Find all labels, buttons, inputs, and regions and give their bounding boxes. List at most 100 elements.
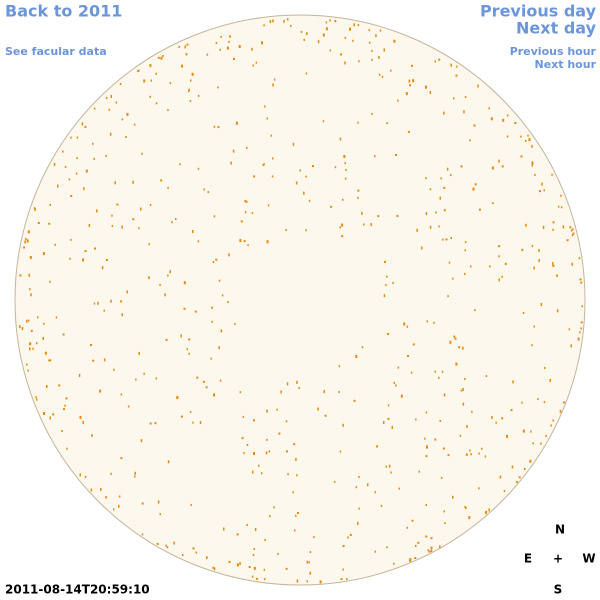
facula <box>188 88 190 91</box>
previous-hour-link[interactable]: Previous hour <box>510 45 597 58</box>
facula <box>444 522 446 525</box>
facula <box>353 399 356 402</box>
facula <box>406 325 409 328</box>
facula <box>263 24 265 27</box>
facula <box>19 325 21 329</box>
facula <box>155 377 158 380</box>
facula <box>218 279 221 282</box>
next-hour-link[interactable]: Next hour <box>535 58 597 71</box>
facula <box>223 527 225 531</box>
facula <box>464 96 467 98</box>
facula <box>323 390 325 394</box>
facula <box>438 376 440 379</box>
facula <box>531 164 533 167</box>
facula <box>141 502 144 505</box>
facula <box>192 547 195 550</box>
facula <box>285 567 288 570</box>
previous-day-link[interactable]: Previous day <box>480 2 597 21</box>
facula <box>448 261 451 264</box>
facula <box>261 472 263 475</box>
facula <box>452 277 454 280</box>
facula <box>266 409 268 413</box>
facula <box>113 368 115 371</box>
facula <box>100 487 102 491</box>
facula <box>234 322 236 325</box>
facula <box>397 99 399 102</box>
compass-east: E <box>524 552 532 566</box>
facula <box>418 470 420 473</box>
facula <box>539 190 541 193</box>
facula <box>42 337 44 340</box>
facula <box>305 229 307 232</box>
facula <box>245 200 248 203</box>
facula <box>481 447 483 450</box>
facula <box>433 321 435 324</box>
facula <box>243 240 246 243</box>
facula <box>183 307 186 310</box>
facula <box>571 262 573 266</box>
facula <box>119 83 122 86</box>
facula <box>343 155 346 158</box>
facula <box>358 507 360 510</box>
facular-link[interactable]: See facular data <box>5 45 107 58</box>
facula <box>81 122 84 126</box>
facula <box>551 173 553 176</box>
facula <box>383 420 385 424</box>
facula <box>370 223 372 227</box>
facula <box>559 409 562 413</box>
facula <box>103 309 105 312</box>
facula <box>452 495 454 499</box>
facula <box>552 221 555 224</box>
facula <box>186 43 189 46</box>
facula <box>150 79 152 82</box>
facula <box>173 541 175 545</box>
facula <box>248 566 251 568</box>
facula <box>524 139 527 142</box>
facula <box>149 422 152 425</box>
facula <box>462 402 465 406</box>
facula <box>400 394 403 398</box>
facula <box>308 561 311 564</box>
facula <box>178 46 180 48</box>
facula <box>213 215 216 218</box>
facula <box>450 63 452 67</box>
facula <box>217 126 220 129</box>
facula <box>462 388 464 391</box>
facula <box>427 549 429 552</box>
facula <box>167 109 169 112</box>
facula <box>353 23 355 27</box>
facula <box>62 333 65 336</box>
facula <box>185 53 188 56</box>
facula <box>143 79 146 83</box>
facula <box>344 162 346 165</box>
compass-north: N <box>555 523 565 537</box>
back-link[interactable]: Back to 2011 <box>5 2 122 21</box>
facula <box>190 503 192 506</box>
facula <box>296 380 298 384</box>
facula <box>434 438 437 441</box>
facula <box>580 327 582 330</box>
facula <box>206 53 209 56</box>
facula <box>405 92 408 96</box>
facula <box>295 181 298 185</box>
facula <box>105 97 108 99</box>
facula <box>138 227 140 230</box>
facula <box>206 556 208 560</box>
facula <box>503 490 506 492</box>
facula <box>303 38 305 41</box>
facula <box>313 536 315 539</box>
facula <box>25 237 27 240</box>
facula <box>171 221 173 224</box>
facula <box>527 134 529 137</box>
facula <box>263 568 266 571</box>
facula <box>534 173 536 176</box>
facula <box>166 546 169 549</box>
facula <box>501 275 503 278</box>
facula <box>460 389 463 392</box>
next-day-link[interactable]: Next day <box>516 19 597 38</box>
facula <box>262 164 265 166</box>
facula <box>453 97 455 100</box>
facula <box>207 191 209 194</box>
facula <box>109 132 112 136</box>
facula <box>251 575 254 578</box>
